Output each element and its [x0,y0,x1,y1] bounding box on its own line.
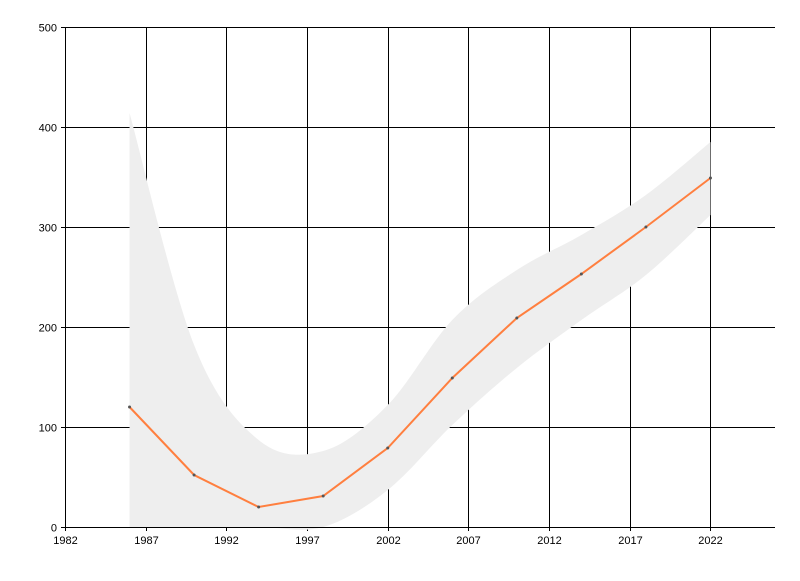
data-point [386,446,390,450]
x-tick-label: 1987 [134,535,158,547]
data-point [321,494,325,498]
x-tick-label: 2007 [456,535,480,547]
axes [61,27,775,531]
data-point [579,272,583,276]
x-tick-label: 2022 [698,535,722,547]
x-tick-label: 2017 [618,535,642,547]
data-point [515,316,519,320]
x-tick-label: 1997 [295,535,319,547]
data-point [192,473,196,477]
x-tick-label: 2012 [537,535,561,547]
series-layer [128,176,712,509]
data-point [644,225,648,229]
y-tick-label: 100 [39,423,57,435]
tick-labels: 1982 1987 1992 1997 2002 2007 2012 2017 2022 0 100… [39,23,723,548]
y-tick-label: 400 [39,123,57,135]
x-tick-label: 1982 [53,535,77,547]
data-point [128,405,132,409]
y-tick-label: 300 [39,223,57,235]
y-tick-label: 500 [39,23,57,35]
data-point [257,505,261,509]
data-point [708,176,712,180]
confidence-band [129,113,711,530]
y-tick-label: 0 [51,523,57,535]
x-tick-label: 1992 [214,535,238,547]
x-tick-label: 2002 [376,535,400,547]
series-line [128,177,712,509]
data-point [450,376,454,380]
y-tick-label: 200 [39,323,57,335]
